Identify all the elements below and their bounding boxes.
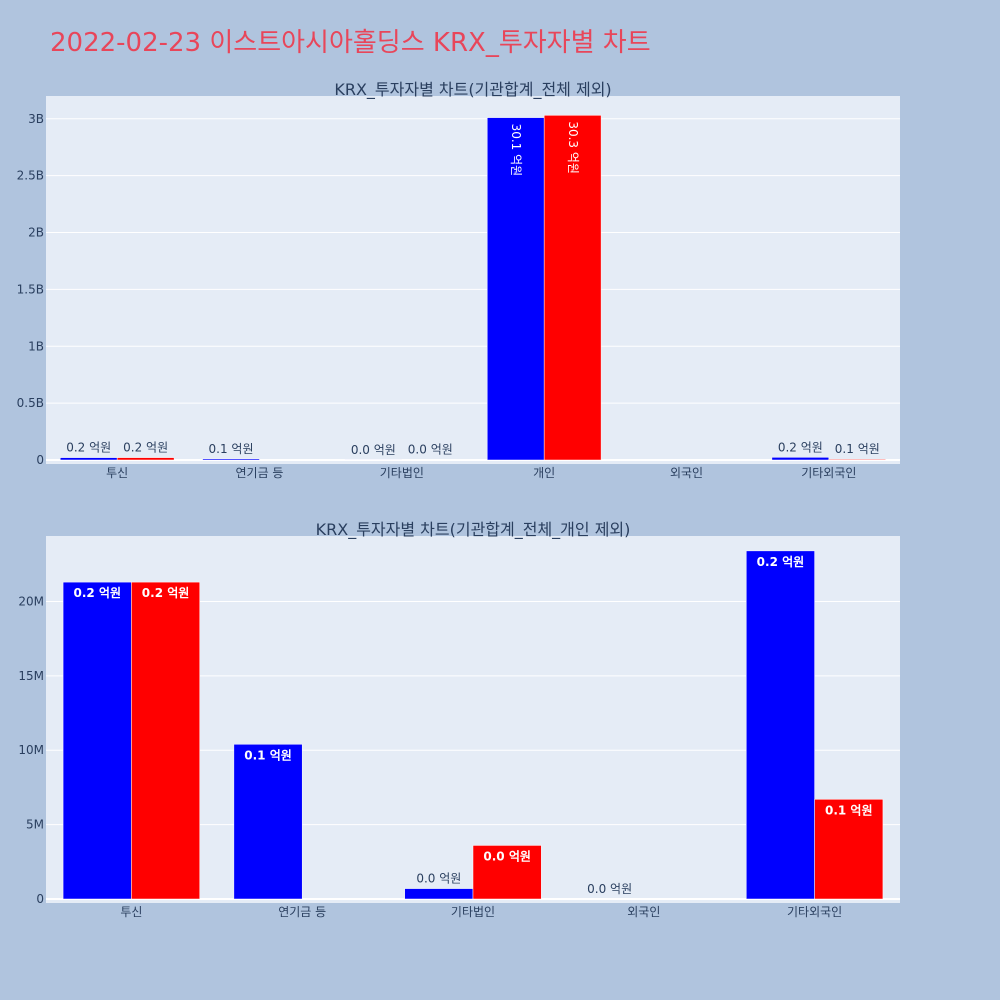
data-label: 0.0 억원: [587, 882, 632, 896]
data-label: 0.2 억원: [73, 586, 121, 600]
y-tick-label: 1.5B: [17, 282, 44, 296]
bar: [472, 845, 542, 900]
y-tick-label: 3B: [28, 112, 44, 126]
y-tick-label: 10M: [18, 743, 44, 757]
bar: [233, 744, 303, 900]
bar: [116, 457, 175, 461]
data-label: 0.0 억원: [416, 872, 461, 886]
bar: [202, 458, 260, 461]
x-tick-label: 기타법인: [380, 466, 424, 480]
data-label: 0.2 억원: [757, 555, 805, 569]
y-tick-label: 15M: [18, 669, 44, 683]
bar: [486, 117, 545, 461]
x-tick-label: 외국인: [627, 905, 660, 919]
y-tick-label: 1B: [28, 339, 44, 353]
x-tick-label: 개인: [533, 466, 555, 480]
data-label: 0.1 억원: [209, 442, 254, 456]
data-label: 0.2 억원: [142, 586, 190, 600]
x-tick-label: 투신: [120, 905, 142, 919]
x-tick-label: 연기금 등: [236, 466, 284, 480]
chart-title-2: KRX_투자자별 차트(기관합계_전체_개인 제외): [316, 520, 631, 540]
bar: [771, 457, 830, 461]
y-tick-label: 2B: [28, 226, 44, 240]
x-tick-label: 기타법인: [451, 905, 495, 919]
y-tick-label: 0: [36, 892, 44, 906]
data-label: 0.0 억원: [351, 443, 396, 457]
x-tick-label: 연기금 등: [278, 905, 326, 919]
bar: [828, 458, 887, 461]
data-label: 0.2 억원: [778, 440, 823, 454]
chart-title-1: KRX_투자자별 차트(기관합계_전체 제외): [334, 80, 611, 100]
data-label: 0.1 억원: [825, 803, 873, 817]
x-tick-label: 투신: [106, 466, 128, 480]
data-label: 0.0 억원: [408, 443, 453, 457]
y-tick-label: 0: [36, 453, 44, 467]
x-tick-label: 기타외국인: [787, 905, 842, 919]
bar: [62, 581, 132, 900]
data-label: 0.1 억원: [244, 748, 292, 762]
page-title: 2022-02-23 이스트아시아홀딩스 KRX_투자자별 차트: [50, 28, 651, 58]
x-tick-label: 기타외국인: [801, 466, 856, 480]
x-tick-label: 외국인: [670, 466, 703, 480]
bar: [404, 888, 474, 900]
y-tick-label: 2.5B: [17, 169, 44, 183]
bar: [543, 115, 602, 461]
data-label: 0.0 억원: [483, 849, 531, 863]
data-label: 0.1 억원: [835, 442, 880, 456]
plot-area-1: [46, 96, 900, 464]
data-label: 0.2 억원: [66, 441, 111, 455]
bar: [131, 581, 200, 900]
data-label: 30.3 억원: [566, 121, 580, 174]
y-tick-label: 5M: [26, 818, 44, 832]
data-label: 0.2 억원: [123, 441, 168, 455]
data-label: 30.1 억원: [509, 124, 523, 177]
y-tick-label: 0.5B: [17, 396, 44, 410]
bar: [746, 550, 815, 900]
bar: [59, 457, 118, 461]
bar: [814, 799, 884, 900]
y-tick-label: 20M: [18, 594, 44, 608]
